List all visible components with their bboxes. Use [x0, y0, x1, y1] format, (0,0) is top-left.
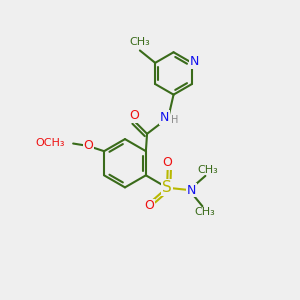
Text: O: O: [163, 157, 172, 169]
Text: O: O: [129, 109, 139, 122]
Text: OCH₃: OCH₃: [35, 138, 65, 148]
Text: H: H: [171, 115, 178, 125]
Text: CH₃: CH₃: [194, 207, 215, 217]
Text: N: N: [160, 111, 169, 124]
Text: N: N: [187, 184, 196, 196]
Text: O: O: [145, 200, 154, 212]
Text: CH₃: CH₃: [129, 37, 150, 47]
Text: S: S: [162, 180, 172, 195]
Text: CH₃: CH₃: [197, 165, 218, 175]
Text: O: O: [83, 139, 93, 152]
Text: N: N: [189, 55, 199, 68]
